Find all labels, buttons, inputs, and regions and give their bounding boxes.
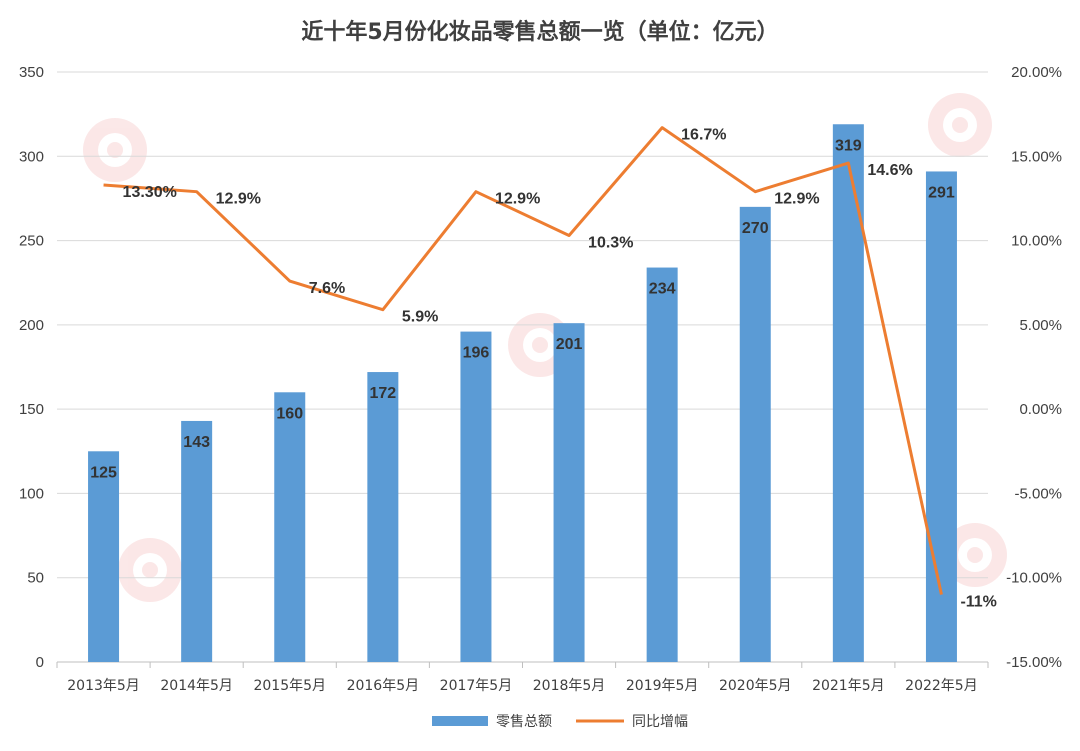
y-right-tick-label: 15.00% — [1011, 148, 1062, 165]
line-data-label: 16.7% — [681, 127, 726, 144]
y-left-tick-label: 0 — [36, 654, 44, 671]
x-tick-label: 2013年5月 — [67, 678, 140, 694]
y-right-tick-label: -15.00% — [1006, 654, 1062, 671]
bar-data-label: 143 — [183, 434, 210, 451]
bar-data-label: 172 — [369, 385, 396, 402]
legend: 零售总额 同比增幅 — [432, 714, 688, 730]
bar — [367, 372, 399, 662]
legend-label-line: 同比增幅 — [632, 714, 688, 730]
y-right-tick-label: -5.00% — [1014, 485, 1062, 502]
watermark-logo-icon — [83, 118, 147, 182]
line-data-label: -11% — [960, 594, 996, 611]
y-axis-left: 0 50 100 150 200 250 300 350 — [19, 64, 44, 671]
bar-data-label: 319 — [835, 137, 862, 154]
y-right-tick-label: -10.00% — [1006, 570, 1062, 587]
bar — [181, 420, 213, 662]
bar-data-label: 196 — [463, 345, 490, 362]
bar-data-label: 291 — [928, 184, 955, 201]
line-data-labels: 13.30% 12.9% 7.6% 5.9% 12.9% 10.3% 16.7% 12.9% 1… — [123, 127, 997, 611]
x-tick-label: 2014年5月 — [160, 678, 233, 694]
bar — [88, 451, 120, 662]
line-data-label: 13.30% — [123, 184, 177, 201]
line-series — [103, 126, 943, 595]
line-data-label: 10.3% — [588, 235, 633, 252]
y-left-tick-label: 300 — [19, 148, 44, 165]
bar-data-label: 201 — [556, 336, 583, 353]
bar-data-labels: 125 143 160 172 196 201 234 270 319 291 — [90, 137, 955, 481]
y-right-tick-label: 5.00% — [1019, 317, 1062, 334]
bar — [274, 392, 306, 662]
growth-line — [103, 126, 943, 595]
x-axis: 2013年5月 2014年5月 2015年5月 2016年5月 2017年5月 2018年… — [56, 662, 989, 694]
bar — [925, 171, 957, 662]
line-data-label: 12.9% — [216, 191, 261, 208]
y-left-tick-label: 150 — [19, 401, 44, 418]
x-tick-label: 2016年5月 — [347, 678, 420, 694]
x-tick-label: 2020年5月 — [719, 678, 792, 694]
y-left-tick-label: 200 — [19, 317, 44, 334]
bar-data-label: 270 — [742, 220, 769, 237]
bar — [553, 323, 585, 662]
y-left-tick-label: 250 — [19, 233, 44, 250]
bar-data-label: 160 — [276, 405, 303, 422]
watermark-logo-icon — [943, 523, 1007, 587]
x-tick-label: 2022年5月 — [905, 678, 978, 694]
y-left-tick-label: 100 — [19, 485, 44, 502]
x-tick-label: 2019年5月 — [626, 678, 699, 694]
bar — [739, 206, 771, 662]
line-data-label: 14.6% — [867, 162, 912, 179]
x-tick-label: 2018年5月 — [533, 678, 606, 694]
bar — [832, 124, 864, 662]
y-axis-right: -15.00% -10.00% -5.00% 0.00% 5.00% 10.00% 15.0… — [1006, 64, 1062, 671]
y-right-tick-label: 10.00% — [1011, 233, 1062, 250]
chart-title: 近十年5月份化妆品零售总额一览（单位：亿元） — [301, 19, 778, 45]
bar-data-label: 125 — [90, 464, 117, 481]
line-data-label: 5.9% — [402, 309, 438, 326]
bar-series — [88, 124, 957, 662]
bar — [460, 331, 492, 662]
watermark-logo-icon — [118, 538, 182, 602]
watermark-layer — [83, 93, 1007, 602]
y-right-tick-label: 0.00% — [1019, 401, 1062, 418]
line-data-label: 7.6% — [309, 280, 345, 297]
gridlines — [57, 71, 988, 663]
watermark-logo-icon — [928, 93, 992, 157]
y-right-tick-label: 20.00% — [1011, 64, 1062, 81]
y-left-tick-label: 50 — [27, 570, 44, 587]
line-data-label: 12.9% — [774, 191, 819, 208]
bar-data-label: 234 — [649, 281, 676, 298]
line-data-label: 12.9% — [495, 191, 540, 208]
x-tick-label: 2021年5月 — [812, 678, 885, 694]
y-left-tick-label: 350 — [19, 64, 44, 81]
x-tick-label: 2015年5月 — [253, 678, 326, 694]
x-tick-label: 2017年5月 — [440, 678, 513, 694]
legend-swatch-bar — [432, 716, 488, 726]
bar — [646, 267, 678, 662]
legend-label-bar: 零售总额 — [496, 714, 552, 730]
